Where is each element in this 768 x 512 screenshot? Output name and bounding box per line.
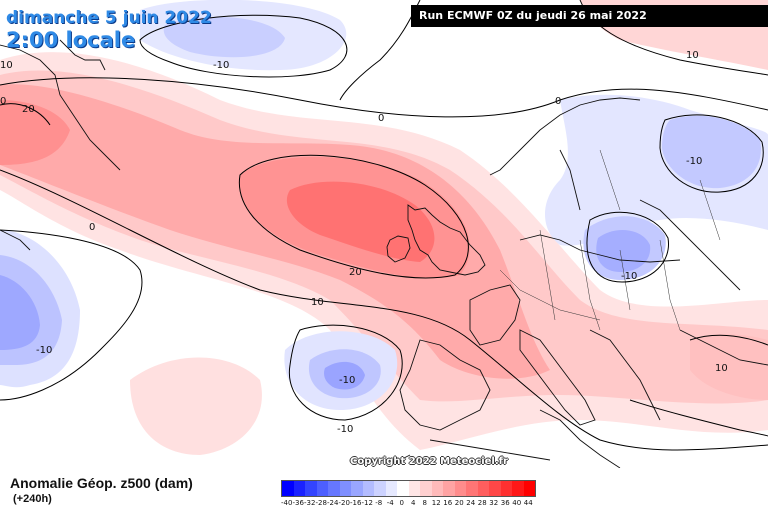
forecast-date-title: dimanche 5 juin 2022 2:00 locale (6, 8, 212, 52)
color-scale-tick: 36 (500, 499, 510, 507)
color-scale-cell (477, 481, 489, 496)
coastlines (0, 39, 768, 468)
color-scale-tick: -4 (386, 499, 394, 507)
color-scale-cell (305, 481, 317, 496)
color-scale (281, 480, 536, 497)
color-scale-cell (316, 481, 328, 496)
color-scale-tick: -36 (292, 499, 304, 507)
color-scale-tick: -12 (361, 499, 373, 507)
color-scale-cell (328, 481, 340, 496)
color-scale-cell (500, 481, 512, 496)
color-scale-tick: 16 (443, 499, 453, 507)
contour-label: 0 (378, 113, 384, 124)
color-scale-tick: 20 (454, 499, 464, 507)
time-line: 2:00 locale (6, 28, 136, 52)
color-scale-tick: -8 (375, 499, 383, 507)
color-scale-cell (454, 481, 466, 496)
contour-label: -10 (36, 345, 52, 356)
contour-labels: -10 0 20 0 0 20 10 -10 0 -10 10 -10 -10 … (0, 50, 728, 435)
color-scale-tick: 32 (489, 499, 499, 507)
color-scale-tick: 0 (399, 499, 404, 507)
color-scale-cell (408, 481, 420, 496)
color-scale-tick: -16 (350, 499, 362, 507)
contour-label: 10 (686, 50, 699, 61)
color-scale-cell (351, 481, 363, 496)
legend-subtitle: (+240h) (13, 493, 52, 505)
date-line: dimanche 5 juin 2022 (6, 8, 212, 28)
color-scale-cell (374, 481, 386, 496)
country-borders (499, 149, 721, 331)
color-scale-tick: 8 (422, 499, 427, 507)
color-scale-tick: -32 (304, 499, 316, 507)
negative-anomaly-shading (0, 0, 768, 410)
contour-label: 10 (311, 297, 324, 308)
contour-label: -10 (339, 375, 355, 386)
color-scale-cell (420, 481, 432, 496)
color-scale-cell (362, 481, 374, 496)
color-scale-cell (397, 481, 409, 496)
color-scale-cell (466, 481, 478, 496)
color-scale-tick: -40 (281, 499, 293, 507)
contour-label: 10 (0, 60, 13, 71)
color-scale-tick: 12 (431, 499, 441, 507)
contour-label: 20 (349, 267, 362, 278)
color-scale-tick: -20 (338, 499, 350, 507)
contour-label: 20 (22, 104, 35, 115)
legend-title: Anomalie Géop. z500 (dam) (10, 475, 193, 491)
color-scale-tick: 44 (523, 499, 533, 507)
contour-label: -10 (621, 271, 637, 282)
contour-label: 0 (0, 96, 6, 107)
contour-label: -10 (686, 156, 702, 167)
color-scale-cell (385, 481, 397, 496)
color-scale-cell (512, 481, 524, 496)
run-info-box: Run ECMWF 0Z du jeudi 26 mai 2022 (411, 5, 768, 27)
contour-label: 0 (89, 222, 95, 233)
color-scale-tick: 28 (477, 499, 487, 507)
color-scale-tick: 24 (466, 499, 476, 507)
color-scale-cell (431, 481, 443, 496)
color-scale-cell (339, 481, 351, 496)
color-scale-tick: 40 (512, 499, 522, 507)
color-scale-tick: -28 (315, 499, 327, 507)
contour-label: -10 (337, 424, 353, 435)
color-scale-tick: -24 (327, 499, 339, 507)
color-scale-cell (523, 481, 535, 496)
contour-label: 10 (715, 363, 728, 374)
color-scale-cell (293, 481, 305, 496)
color-scale-tick: 4 (411, 499, 416, 507)
color-scale-cell (443, 481, 455, 496)
color-scale-cell (489, 481, 501, 496)
contour-label: 0 (555, 96, 561, 107)
contour-lines (0, 0, 768, 451)
contour-label: -10 (213, 60, 229, 71)
copyright-text: Copyright 2022 Meteociel.fr (350, 456, 508, 467)
color-scale-ticks: -40 -36 -32 -28 -24 -20 -16 -12 -8 -4 0 4 8 12 16 20 24 2… (281, 499, 534, 507)
weather-map: -10 0 20 0 0 20 10 -10 0 -10 10 -10 -10 … (0, 0, 768, 468)
color-scale-cell (282, 481, 294, 496)
